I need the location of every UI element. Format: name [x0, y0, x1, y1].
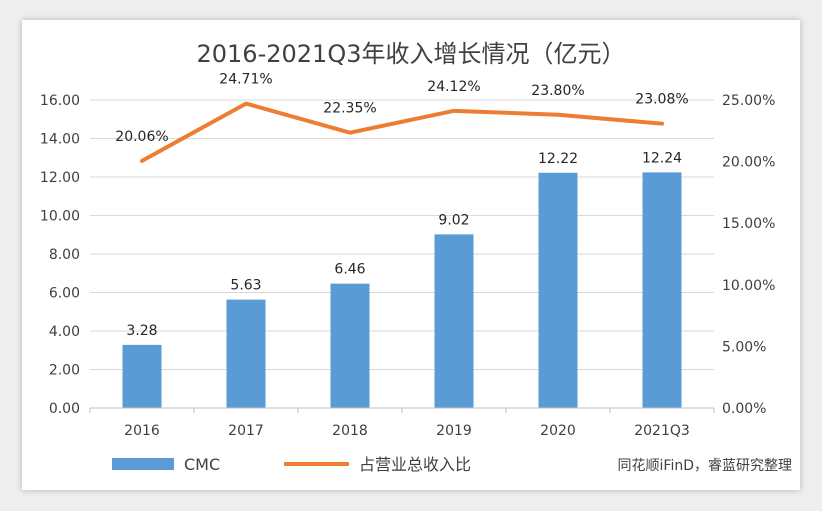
bar: [434, 234, 474, 408]
axes: 0.00 2.00 4.00 6.00 8.00 10.00 12.00 14.00 16.00…: [40, 93, 775, 439]
y-right-tick-label: 15.00%: [722, 216, 775, 232]
gridlines: [90, 99, 714, 370]
bar: [538, 172, 578, 408]
legend: CMC 占营业总收入比: [112, 455, 471, 474]
x-tick-label: 2016: [124, 423, 160, 439]
line-value-label: 23.80%: [531, 83, 584, 99]
bar-series: [122, 172, 682, 408]
line-value-label: 20.06%: [115, 129, 168, 145]
y-left-tick-label: 2.00: [49, 363, 80, 379]
y-left-tick-label: 4.00: [49, 324, 80, 340]
bar-value-label: 9.02: [438, 212, 469, 228]
y-right-tick-label: 5.00%: [722, 339, 766, 355]
chart-card: 2016-2021Q3年收入增长情况（亿元） 3.28 5.63 6.46 9.02 1…: [22, 20, 800, 490]
line-value-label: 23.08%: [635, 92, 688, 108]
source-note: 同花顺iFinD，睿蓝研究整理: [618, 458, 792, 474]
x-tick-label: 2019: [436, 423, 472, 439]
line-value-label: 22.35%: [323, 101, 376, 117]
bar: [122, 344, 162, 408]
x-tick-label: 2021Q3: [634, 423, 690, 439]
legend-swatch-bar: [112, 458, 174, 470]
chart: 2016-2021Q3年收入增长情况（亿元） 3.28 5.63 6.46 9.02 1…: [40, 40, 792, 474]
y-left-tick-label: 10.00: [40, 209, 80, 225]
bar-value-label: 5.63: [230, 278, 261, 294]
bar-value-label: 3.28: [126, 323, 157, 339]
x-tick-label: 2017: [228, 423, 264, 439]
x-tick-label: 2020: [540, 423, 576, 439]
chart-title: 2016-2021Q3年收入增长情况（亿元）: [197, 40, 626, 68]
y-left-tick-label: 8.00: [49, 247, 80, 263]
bar-value-label: 6.46: [334, 262, 365, 278]
y-left-tick-label: 14.00: [40, 132, 80, 148]
y-right-tick-label: 10.00%: [722, 278, 775, 294]
bar-value-label: 12.22: [538, 151, 578, 167]
bar: [226, 299, 266, 408]
line-value-label: 24.71%: [219, 72, 272, 88]
y-left-tick-label: 16.00: [40, 93, 80, 109]
y-right-tick-label: 20.00%: [722, 155, 775, 171]
line-series-path: [140, 101, 664, 163]
y-left-tick-label: 0.00: [49, 401, 80, 417]
y-left-tick-label: 12.00: [40, 170, 80, 186]
y-left-tick-label: 6.00: [49, 286, 80, 302]
bar: [642, 172, 682, 408]
bar: [330, 283, 370, 408]
y-right-tick-label: 25.00%: [722, 93, 775, 109]
line-value-label: 24.12%: [427, 79, 480, 95]
x-tick-label: 2018: [332, 423, 368, 439]
legend-label-bar: CMC: [184, 455, 220, 474]
bar-value-label: 12.24: [642, 150, 682, 166]
data-labels: 3.28 5.63 6.46 9.02 12.22 12.24 20.06% 24.71% 22…: [115, 72, 688, 339]
legend-label-line: 占营业总收入比: [359, 455, 471, 474]
line-series: [140, 101, 664, 163]
y-right-tick-label: 0.00%: [722, 401, 766, 417]
